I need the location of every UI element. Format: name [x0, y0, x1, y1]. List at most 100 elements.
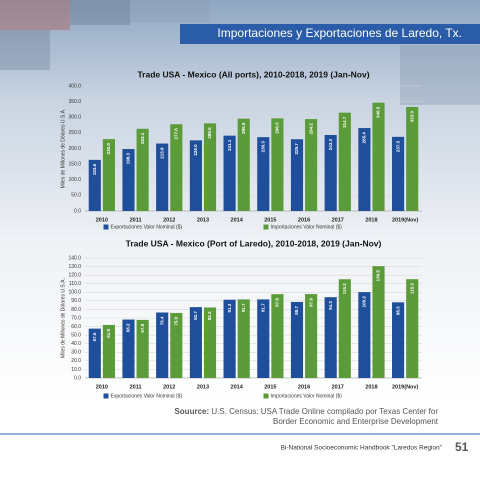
- value-label: 215.9: [159, 147, 164, 159]
- value-label: 226.0: [193, 144, 198, 156]
- bar: [189, 140, 202, 211]
- value-label: 295.5: [241, 122, 246, 134]
- value-label: 88.3: [395, 306, 400, 315]
- x-tick-label: 2012: [163, 384, 175, 390]
- y-tick-label: 0.0: [74, 375, 81, 381]
- bar: [203, 123, 217, 211]
- legend-swatch: [263, 224, 269, 230]
- legend-label: Importaciones Valor Nominal ($): [271, 393, 343, 399]
- x-tick-label: 2017: [332, 384, 344, 390]
- y-tick-label: 140.0: [68, 255, 81, 261]
- bar: [271, 118, 284, 211]
- y-tick-label: 110.0: [69, 281, 81, 287]
- footer-text: Bi-National Socioeconomic Handbook "Lare…: [281, 445, 443, 452]
- bar: [122, 149, 135, 211]
- bar: [338, 112, 351, 211]
- value-label: 94.3: [328, 301, 333, 310]
- x-tick-label: 2014: [231, 384, 244, 390]
- bar: [102, 324, 115, 378]
- x-tick-label: 2011: [130, 217, 142, 223]
- header-title: Importaciones y Exportaciones de Laredo,…: [217, 26, 462, 40]
- y-tick-label: 0.0: [74, 208, 81, 214]
- y-tick-label: 250.0: [68, 130, 81, 136]
- legend-label: Importaciones Valor Nominal ($): [271, 224, 343, 230]
- source-note: Souurce: U.S. Census: USA Trade Online c…: [150, 407, 438, 427]
- value-label: 241.1: [227, 139, 232, 151]
- x-tick-label: 2019(Nov): [392, 384, 418, 390]
- x-tick-label: 2018: [365, 384, 377, 390]
- bar: [392, 302, 405, 378]
- y-tick-label: 100.0: [68, 290, 81, 296]
- legend-swatch: [103, 393, 109, 399]
- y-tick-label: 350.0: [68, 99, 81, 105]
- value-label: 82.7: [193, 311, 198, 320]
- bar: [358, 128, 371, 211]
- value-label: 130.5: [376, 270, 381, 282]
- value-label: 115.2: [342, 283, 347, 295]
- value-label: 76.4: [159, 316, 164, 325]
- y-tick-label: 20.0: [71, 358, 81, 364]
- bar: [392, 136, 405, 211]
- y-tick-label: 40.0: [71, 341, 81, 347]
- chart-title: Trade USA - Mexico (Port of Laredo), 201…: [126, 238, 382, 248]
- x-tick-label: 2016: [298, 217, 310, 223]
- bar: [406, 279, 419, 378]
- legend-swatch: [103, 224, 109, 230]
- value-label: 280.5: [207, 127, 212, 139]
- value-label: 198.3: [126, 153, 131, 165]
- y-tick-label: 50.0: [71, 332, 81, 338]
- bar: [257, 137, 270, 211]
- bar: [136, 128, 149, 211]
- value-label: 61.9: [106, 328, 111, 337]
- bar: [305, 294, 318, 378]
- y-tick-label: 60.0: [71, 324, 81, 330]
- value-label: 229.7: [294, 143, 299, 155]
- value-label: 263.1: [140, 132, 145, 144]
- bar: [257, 299, 270, 378]
- bar: [102, 139, 115, 211]
- y-tick-label: 70.0: [71, 315, 81, 321]
- bar: [372, 102, 385, 211]
- bar: [170, 124, 183, 211]
- legend-swatch: [263, 393, 269, 399]
- bar: [170, 312, 183, 378]
- x-tick-label: 2013: [197, 384, 209, 390]
- bar: [237, 299, 250, 378]
- container-decoration: [0, 0, 480, 105]
- x-tick-label: 2015: [264, 217, 276, 223]
- value-label: 91.7: [241, 303, 246, 312]
- x-tick-label: 2011: [130, 384, 142, 390]
- value-label: 333.0: [409, 110, 414, 122]
- value-label: 100.2: [362, 296, 367, 308]
- bar: [203, 307, 217, 378]
- bar: [338, 279, 351, 378]
- bar: [156, 312, 169, 378]
- value-label: 91.3: [227, 303, 232, 312]
- header-banner: [180, 24, 480, 44]
- bar: [324, 297, 337, 378]
- y-tick-label: 10.0: [71, 367, 81, 373]
- value-label: 163.6: [92, 163, 97, 175]
- value-label: 265.4: [362, 132, 367, 144]
- value-label: 67.8: [140, 323, 145, 332]
- bar: [290, 139, 304, 211]
- x-tick-label: 2015: [264, 384, 276, 390]
- legend-label: Exportaciones Valor Nominal ($): [111, 224, 183, 230]
- x-tick-label: 2016: [298, 384, 310, 390]
- bar: [88, 159, 101, 211]
- value-label: 97.9: [308, 298, 313, 307]
- x-tick-label: 2018: [365, 217, 377, 223]
- value-label: 91.7: [260, 303, 265, 312]
- x-tick-label: 2013: [197, 217, 209, 223]
- legend-label: Exportaciones Valor Nominal ($): [111, 393, 183, 399]
- value-label: 68.2: [126, 323, 131, 332]
- bar: [237, 118, 250, 211]
- value-label: 314.7: [342, 116, 347, 128]
- x-tick-label: 2010: [96, 217, 108, 223]
- value-label: 82.3: [207, 311, 212, 320]
- x-tick-label: 2010: [96, 384, 108, 390]
- y-tick-label: 120.0: [68, 272, 81, 278]
- x-tick-label: 2014: [231, 217, 244, 223]
